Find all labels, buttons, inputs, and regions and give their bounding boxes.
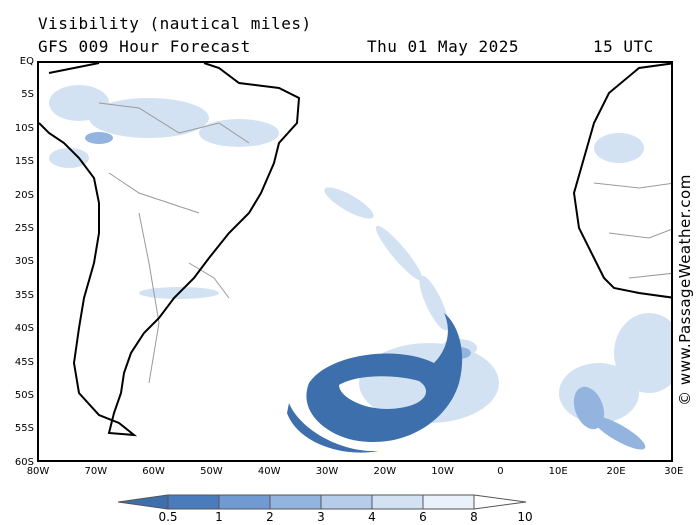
legend-arrow-high bbox=[473, 494, 527, 510]
lat-label: 20S bbox=[14, 189, 34, 201]
africa-coast bbox=[572, 63, 671, 299]
visibility-map bbox=[37, 61, 673, 462]
legend-tick: 2 bbox=[266, 510, 274, 524]
map-canvas bbox=[39, 63, 671, 453]
legend-swatch bbox=[422, 494, 475, 510]
legend-tick: 0.5 bbox=[158, 510, 178, 524]
lat-label: 60S bbox=[14, 456, 34, 468]
lat-label: 45S bbox=[14, 356, 34, 368]
legend-swatch bbox=[269, 494, 322, 510]
forecast-model: GFS 009 Hour Forecast bbox=[38, 37, 251, 56]
legend-arrow-low bbox=[118, 494, 169, 510]
legend-swatch bbox=[371, 494, 424, 510]
lat-label: 15S bbox=[14, 156, 34, 168]
forecast-date: Thu 01 May 2025 bbox=[367, 37, 519, 56]
lat-label: EQ bbox=[19, 56, 34, 67]
legend-tick: 3 bbox=[317, 510, 325, 524]
lon-label: 70W bbox=[84, 466, 108, 477]
lon-label: 10W bbox=[431, 466, 454, 477]
legend-tick: 6 bbox=[419, 510, 427, 524]
lon-label: 20E bbox=[606, 466, 626, 477]
lat-label: 40S bbox=[14, 323, 34, 335]
lon-label: 10E bbox=[548, 466, 568, 477]
lon-label: 30E bbox=[664, 466, 684, 477]
lat-label: 50S bbox=[14, 390, 34, 401]
legend-swatch bbox=[218, 494, 271, 510]
lon-label: 50W bbox=[200, 466, 223, 477]
lon-label: 40W bbox=[257, 466, 281, 477]
legend-swatch bbox=[167, 494, 220, 510]
lat-label: 55S bbox=[14, 423, 34, 435]
map-title: Visibility (nautical miles) bbox=[38, 14, 312, 33]
lon-label: 20W bbox=[373, 466, 397, 477]
legend-tick: 1 bbox=[215, 510, 223, 524]
lat-label: 35S bbox=[14, 289, 34, 301]
lat-label: 25S bbox=[14, 223, 34, 234]
legend-tick: 8 bbox=[470, 510, 478, 524]
legend-tick: 10 bbox=[517, 510, 533, 524]
lat-label: 10S bbox=[14, 122, 34, 134]
south-america-coast bbox=[39, 63, 301, 437]
lon-label: 60W bbox=[142, 466, 165, 477]
low-visibility-swirl bbox=[287, 313, 463, 453]
visibility-legend bbox=[118, 494, 527, 510]
legend-tick: 4 bbox=[368, 510, 376, 524]
lat-label: 30S bbox=[14, 256, 34, 268]
forecast-time: 15 UTC bbox=[593, 37, 654, 56]
lon-label: 30W bbox=[315, 466, 339, 477]
country-borders bbox=[98, 102, 671, 384]
lon-label: 0 bbox=[497, 466, 504, 477]
legend-swatch bbox=[320, 494, 373, 510]
lat-label: 5S bbox=[21, 89, 34, 101]
credit-watermark: © www.PassageWeather.com bbox=[676, 174, 694, 406]
lon-label: 80W bbox=[26, 466, 50, 477]
